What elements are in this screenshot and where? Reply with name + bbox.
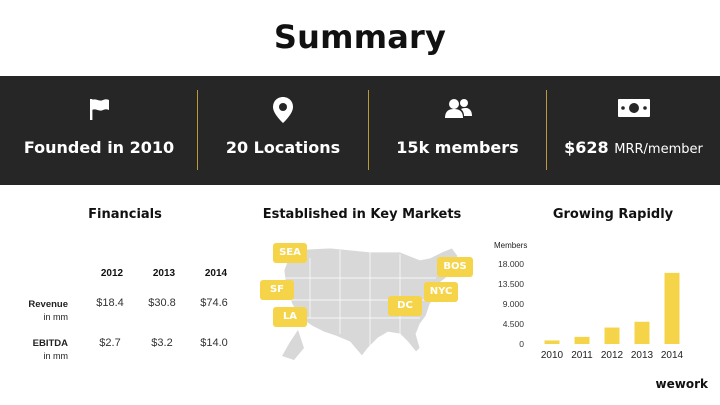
bar-2011: [574, 336, 590, 344]
x-tick-label: 2013: [631, 350, 654, 361]
growth-chart: Members 18.000 13.500 9.000 4.500 0 2010 2011 20…: [494, 241, 684, 361]
bar-2013: [634, 321, 650, 344]
row-unit: in mm: [43, 351, 69, 361]
us-map: [282, 247, 459, 360]
row-label: EBITDA: [32, 338, 68, 349]
row-unit: in mm: [43, 312, 69, 322]
stat-label: 15k members: [396, 138, 519, 157]
bar-2010: [544, 340, 560, 344]
ebitda-2012: $2.7: [99, 337, 121, 349]
members-icon: [369, 96, 546, 122]
city-tag-sf: SF: [260, 280, 294, 300]
ebitda-label: EBITDA in mm: [10, 338, 68, 362]
year-header: 2012: [100, 268, 124, 279]
stat-locations: 20 Locations: [198, 76, 368, 185]
ebitda-2014: $14.0: [200, 337, 228, 349]
mrr-value: $628: [564, 138, 609, 157]
revenue-label: Revenue in mm: [10, 299, 68, 323]
markets-title: Established in Key Markets: [262, 207, 462, 222]
mrr-unit: MRR/member: [614, 142, 703, 157]
wework-logo: wework: [655, 377, 708, 391]
revenue-2014: $74.6: [200, 297, 228, 309]
stat-founded: Founded in 2010: [0, 76, 198, 185]
city-tag-bos: BOS: [437, 257, 473, 277]
x-tick-label: 2011: [571, 350, 593, 361]
city-tag-la: LA: [273, 307, 307, 327]
y-tick-label: 4.500: [503, 319, 525, 329]
bar-2012: [604, 327, 620, 344]
bar-2014: [664, 272, 680, 344]
revenue-2012: $18.4: [96, 297, 124, 309]
y-tick-label: 13.500: [498, 279, 524, 289]
city-tag-dc: DC: [388, 296, 422, 316]
stat-label: Founded in 2010: [23, 138, 175, 157]
y-tick-label: 18.000: [498, 259, 524, 269]
location-pin-icon: [198, 96, 368, 123]
stat-label: 20 Locations: [225, 138, 341, 157]
city-tag-sea: SEA: [273, 243, 307, 263]
year-header: 2014: [204, 268, 228, 279]
x-tick-label: 2012: [601, 350, 624, 361]
divider: [368, 90, 369, 170]
money-icon: [547, 96, 720, 122]
y-tick-label: 0: [519, 339, 524, 349]
ebitda-2013: $3.2: [151, 337, 173, 349]
divider: [197, 90, 198, 170]
row-label: Revenue: [28, 299, 68, 310]
flag-icon: [0, 96, 198, 122]
stats-band: Founded in 2010 20 Locations 15k members: [0, 76, 720, 185]
x-tick-label: 2010: [541, 350, 564, 361]
city-tag-nyc: NYC: [424, 282, 458, 302]
stat-label: $628 MRR/member: [547, 138, 720, 157]
y-tick-label: 9.000: [503, 299, 525, 309]
stat-members: 15k members: [369, 76, 546, 185]
revenue-2013: $30.8: [148, 297, 176, 309]
growth-title: Growing Rapidly: [552, 207, 674, 222]
page-title: Summary: [273, 18, 447, 56]
y-axis-label: Members: [494, 241, 527, 250]
financials-title: Financials: [88, 207, 162, 222]
stat-mrr: $628 MRR/member: [547, 76, 720, 185]
divider: [546, 90, 547, 170]
x-tick-label: 2014: [661, 350, 684, 361]
year-header: 2013: [152, 268, 176, 279]
